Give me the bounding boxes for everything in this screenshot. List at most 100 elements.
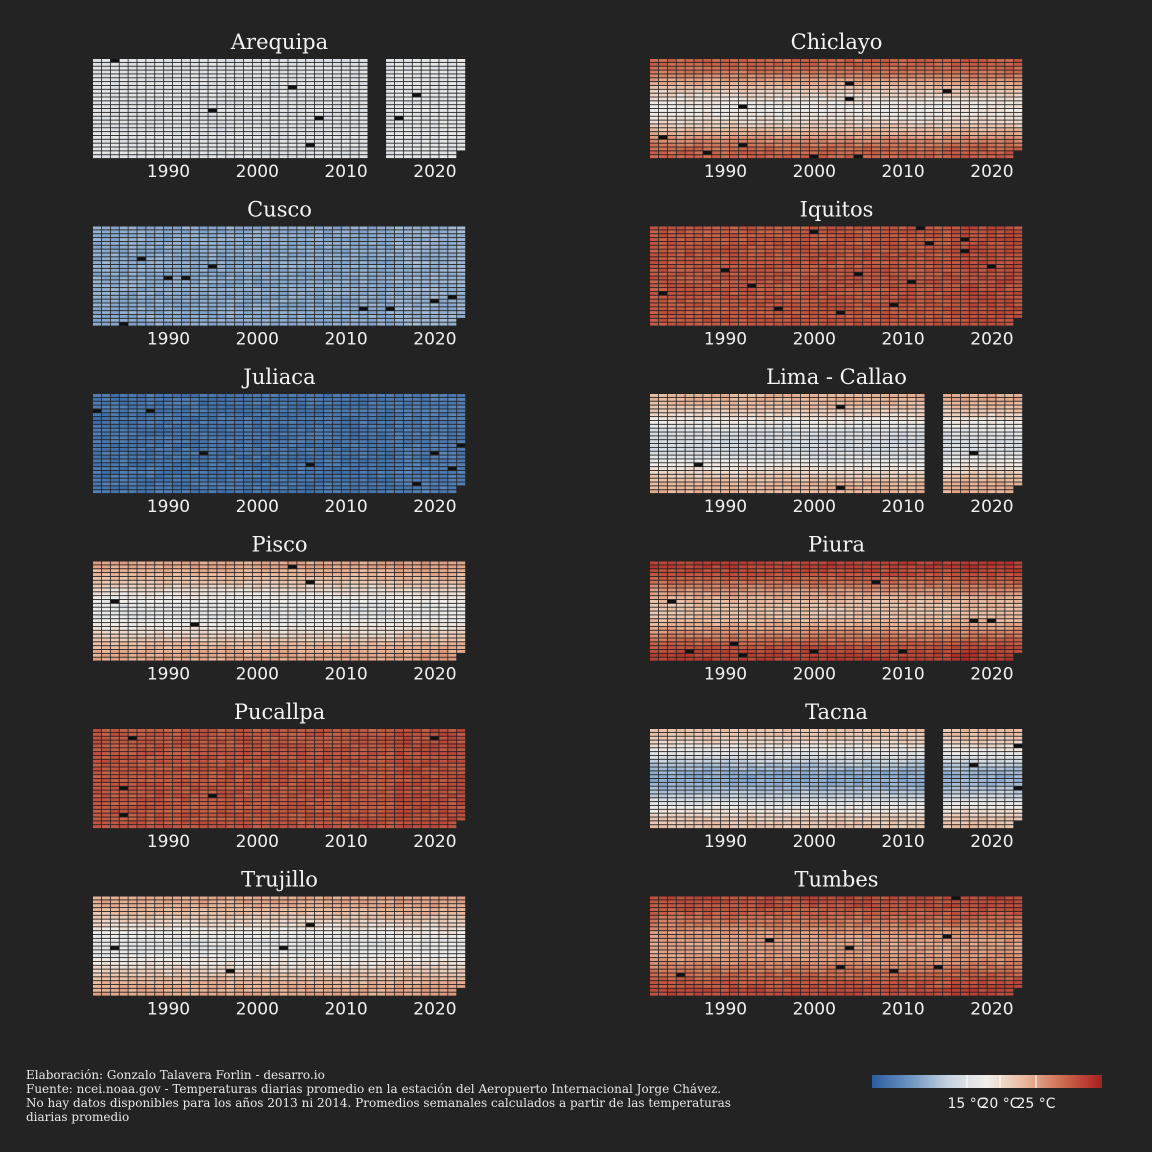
heatmap-cell [943, 276, 952, 280]
heatmap-cell [155, 264, 164, 268]
heatmap-cell [306, 66, 315, 70]
heatmap-cell [279, 62, 288, 66]
heatmap-cell [101, 241, 110, 245]
heatmap-cell [146, 413, 155, 417]
heatmap-cell [226, 112, 235, 116]
heatmap-cell [332, 257, 341, 261]
heatmap-cell [978, 230, 987, 234]
heatmap-cell [199, 490, 208, 494]
heatmap-cell [863, 70, 872, 74]
heatmap-cell [181, 66, 190, 70]
heatmap-cell [729, 280, 739, 284]
heatmap-cell [217, 299, 226, 303]
heatmap-cell [93, 318, 102, 322]
heatmap-cell [297, 128, 306, 132]
heatmap-cell [889, 295, 898, 299]
heatmap-cell [907, 132, 916, 136]
heatmap-cell [164, 249, 173, 253]
heatmap-cell [110, 62, 119, 66]
heatmap-cell [729, 284, 739, 288]
heatmap-cell [729, 151, 739, 155]
heatmap-cell [119, 261, 128, 265]
heatmap-cell [934, 288, 943, 291]
heatmap-cell [969, 74, 978, 78]
heatmap-cell [190, 143, 199, 147]
heatmap-cell [978, 249, 987, 253]
heatmap-cell [190, 482, 199, 486]
heatmap-cell [217, 303, 226, 307]
heatmap-cell [199, 116, 208, 120]
heatmap-cell [288, 436, 297, 440]
heatmap-cell [774, 241, 783, 245]
heatmap-cell [252, 284, 261, 288]
heatmap-cell [676, 151, 685, 155]
heatmap-cell [774, 62, 783, 66]
heatmap-cell [916, 155, 925, 159]
heatmap-cell [128, 478, 137, 482]
heatmap-cell [987, 128, 996, 132]
heatmap-cell [128, 474, 137, 478]
heatmap-cell [235, 112, 244, 116]
heatmap-cell [93, 257, 102, 261]
heatmap-cell [110, 417, 119, 421]
heatmap-cell [172, 135, 182, 139]
heatmap-cell [747, 105, 756, 109]
heatmap-cell [712, 284, 721, 288]
heatmap-cell [323, 311, 332, 315]
heatmap-cell [854, 124, 863, 128]
heatmap-cell [403, 151, 412, 155]
heatmap-cell [226, 474, 235, 478]
heatmap-cell [836, 280, 845, 284]
heatmap-cell [951, 120, 961, 124]
heatmap-cell [164, 299, 173, 303]
heatmap-cell [110, 230, 119, 234]
heatmap-cell [987, 97, 996, 101]
heatmap-cell [315, 124, 324, 128]
heatmap-cell [252, 314, 261, 318]
heatmap-cell [217, 428, 226, 432]
heatmap-cell [279, 295, 288, 299]
heatmap-cell [181, 440, 190, 444]
heatmap-cell [270, 276, 279, 280]
heatmap-cell [421, 155, 430, 159]
heatmap-cell [137, 230, 146, 234]
heatmap-cell [694, 284, 703, 288]
heatmap-cell [128, 89, 137, 93]
heatmap-cell [836, 74, 845, 78]
heatmap-cell [694, 155, 703, 159]
heatmap-cell [93, 417, 102, 421]
heatmap-cell [297, 112, 306, 116]
heatmap-cell [93, 482, 102, 486]
heatmap-cell [729, 66, 739, 70]
heatmap-cell [306, 288, 315, 291]
heatmap-cell [199, 322, 208, 326]
heatmap-cell [323, 109, 332, 112]
heatmap-cell [101, 128, 110, 132]
heatmap-cell [685, 66, 694, 70]
heatmap-cell [951, 135, 961, 139]
heatmap-cell [969, 264, 978, 268]
heatmap-cell [217, 295, 226, 299]
heatmap-cell [164, 314, 173, 318]
heatmap-cell [226, 424, 235, 428]
heatmap-cell [721, 295, 730, 299]
heatmap-cell [252, 97, 261, 101]
heatmap-cell [137, 428, 146, 432]
heatmap-cell [403, 97, 412, 101]
heatmap-cell [783, 230, 792, 234]
heatmap-cell [243, 143, 253, 147]
heatmap-cell [880, 295, 889, 299]
heatmap-cell [146, 474, 155, 478]
heatmap-cell [658, 307, 667, 311]
heatmap-cell [403, 257, 412, 261]
heatmap-cell [350, 132, 359, 136]
heatmap-cell [93, 124, 102, 128]
heatmap-cell [155, 447, 164, 451]
heatmap-cell [341, 268, 350, 272]
heatmap-cell [181, 241, 190, 245]
heatmap-cell [960, 249, 969, 253]
heatmap-cell [667, 124, 676, 128]
heatmap-cell [738, 62, 747, 66]
heatmap-cell [323, 124, 332, 128]
heatmap-cell [738, 155, 747, 159]
